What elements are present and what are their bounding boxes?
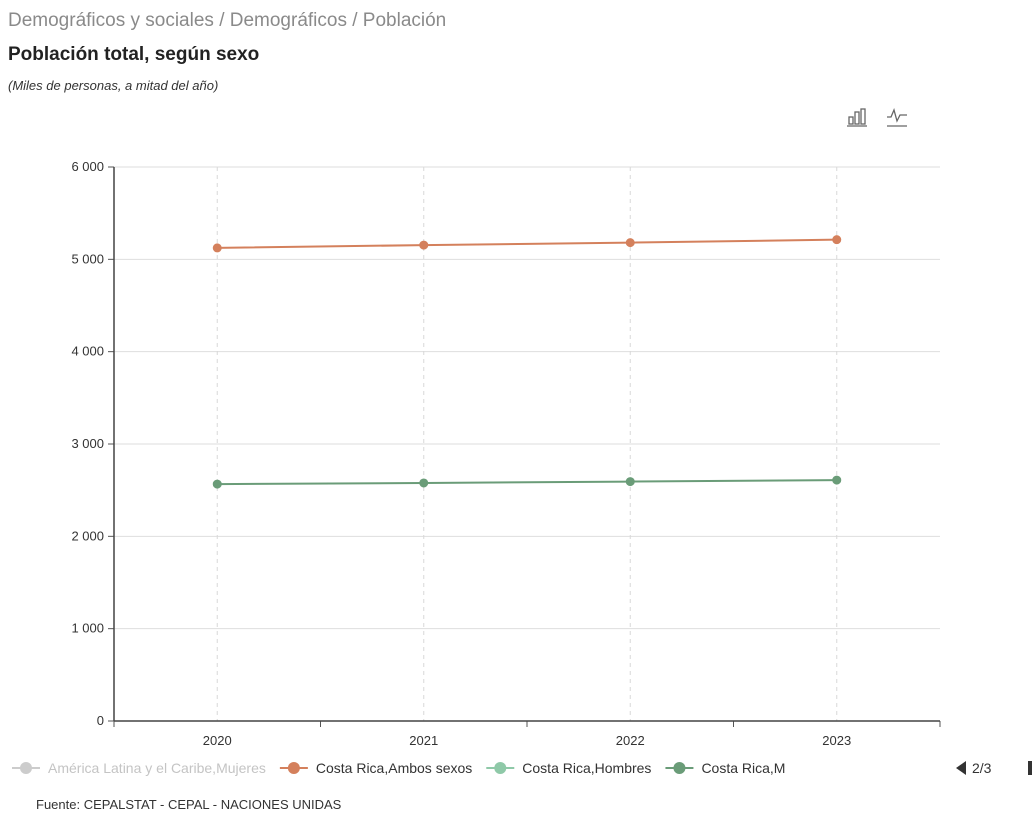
chart-subtitle: (Miles de personas, a mitad del año) [8,78,219,93]
legend-marker [673,762,686,774]
line-chart-icon[interactable] [885,106,909,128]
legend-label: América Latina y el Caribe,Mujeres [48,760,266,776]
y-tick-label: 4 000 [71,344,104,359]
series-layer [212,235,842,489]
x-tick-label: 2023 [822,733,851,748]
legend-next-arrow[interactable] [1028,761,1032,775]
axes: 0 1 000 2 000 3 000 4 000 5 000 6 000 2020 2021 2… [71,159,941,748]
data-point [832,475,842,485]
legend-prev-arrow[interactable] [956,761,966,775]
y-tick-label: 6 000 [71,159,104,174]
series-line [217,479,837,486]
legend-marker [20,762,32,774]
data-point [419,478,429,488]
y-tick-label: 5 000 [71,251,104,266]
legend-marker [287,762,300,774]
line-chart: 0 1 000 2 000 3 000 4 000 5 000 6 000 2020 2021 2… [12,159,1032,776]
chart-title: Población total, según sexo [8,44,260,65]
legend-label: Costa Rica,Ambos sexos [316,760,472,776]
grid [114,166,940,721]
data-point [212,243,222,253]
legend-label: Costa Rica,M [701,760,785,776]
y-tick-label: 0 [97,713,104,728]
x-tick-label: 2021 [409,733,438,748]
legend-item[interactable]: Costa Rica,M [665,760,785,776]
source-note: Fuente: CEPALSTAT - CEPAL - NACIONES UNI… [36,797,342,812]
y-tick-label: 2 000 [71,528,104,543]
x-tick-label: 2022 [616,733,645,748]
legend-item[interactable]: Costa Rica,Ambos sexos [279,760,472,776]
chart-type-toolbar [845,106,909,128]
bar-chart-icon[interactable] [845,106,869,128]
legend-item[interactable]: Costa Rica,Hombres [486,760,651,776]
y-tick-label: 3 000 [71,436,104,451]
x-tick-label: 2020 [203,733,232,748]
legend-page-indicator: 2/3 [972,760,992,776]
breadcrumb: Demográficos y sociales / Demográficos /… [8,10,447,31]
data-point [212,479,222,489]
y-tick-label: 1 000 [71,621,104,636]
legend-marker [494,762,507,774]
data-point [832,235,842,245]
series-line [217,238,837,249]
data-point [419,240,429,250]
legend-item[interactable]: América Latina y el Caribe,Mujeres [12,760,266,776]
legend: América Latina y el Caribe,Mujeres Costa … [12,760,1032,776]
legend-label: Costa Rica,Hombres [522,760,651,776]
data-point [625,477,635,487]
data-point [625,238,635,248]
